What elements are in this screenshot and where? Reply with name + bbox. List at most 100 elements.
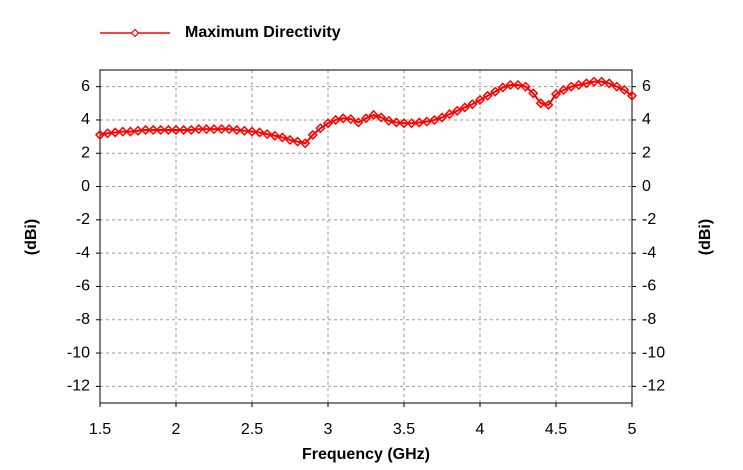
y-tick-label: -8 [76, 311, 90, 328]
data-point [604, 78, 615, 89]
data-point [201, 124, 212, 135]
data-point [178, 124, 189, 136]
data-point [444, 109, 455, 120]
data-point [94, 129, 106, 140]
y-tick-label: 2 [81, 144, 90, 161]
data-point [619, 84, 630, 96]
x-axis-label: Frequency (GHz) [302, 446, 430, 463]
plot-area [100, 70, 632, 403]
y-tick-label: 6 [81, 78, 90, 95]
data-point [216, 124, 227, 135]
data-point [170, 124, 182, 136]
x-tick-label: 4.5 [545, 421, 567, 438]
data-point [535, 98, 546, 109]
data-point [398, 118, 410, 129]
y-tick-label: -2 [76, 211, 90, 228]
data-point [490, 86, 501, 97]
x-tick-label: 5 [628, 421, 637, 438]
data-point [353, 117, 364, 128]
data-point [155, 124, 166, 136]
data-point [611, 81, 622, 92]
data-point [292, 136, 303, 147]
y2-tick-label: -6 [642, 278, 656, 295]
data-point [125, 126, 136, 137]
data-point [132, 125, 144, 136]
y2-tick-label: -10 [642, 344, 665, 361]
x-tick-label: 2 [172, 421, 181, 438]
data-point [148, 124, 159, 136]
y-tick-label: -10 [67, 344, 90, 361]
y-tick-label: 4 [81, 111, 90, 128]
data-point [368, 109, 379, 121]
data-point [246, 126, 258, 137]
data-point [436, 112, 448, 123]
data-point [505, 79, 516, 91]
data-point [566, 81, 577, 92]
data-point [376, 112, 387, 123]
x-tick-label: 2.5 [241, 421, 263, 438]
y2-tick-label: -12 [642, 378, 665, 395]
data-point [224, 124, 235, 135]
legend-label: Maximum Directivity [185, 24, 341, 41]
data-point [558, 84, 569, 96]
data-point [269, 130, 280, 141]
y-tick-label: 0 [81, 178, 90, 195]
x-tick-label: 3 [324, 421, 333, 438]
data-point [315, 123, 326, 134]
y2-tick-label: -2 [642, 211, 656, 228]
data-point [254, 127, 265, 138]
data-point [474, 94, 486, 106]
y2-tick-label: -8 [642, 311, 656, 328]
x-tick-label: 1.5 [89, 421, 111, 438]
data-point [208, 124, 220, 135]
data-point [186, 124, 197, 136]
data-point [360, 113, 372, 124]
data-point [459, 102, 470, 113]
x-tick-label: 3.5 [393, 421, 415, 438]
data-point [117, 126, 128, 137]
plot-border [99, 69, 633, 404]
data-point [467, 99, 478, 110]
data-point [338, 113, 349, 124]
data-point [163, 124, 174, 136]
data-point [102, 128, 113, 139]
data-point [452, 105, 463, 116]
data-point [193, 124, 204, 135]
data-point [421, 116, 432, 127]
data-point [330, 114, 341, 126]
data-point [277, 132, 288, 143]
data-point [300, 138, 311, 149]
data-point [482, 90, 493, 101]
data-point [307, 129, 318, 140]
legend-marker [130, 28, 140, 38]
data-point [322, 118, 334, 129]
y2-tick-label: 6 [642, 78, 651, 95]
data-point [110, 127, 121, 138]
y2-tick-label: 4 [642, 111, 651, 128]
y-tick-label: -6 [76, 278, 90, 295]
y-tick-label: -12 [67, 378, 90, 395]
data-point [391, 117, 402, 128]
data-point [345, 114, 356, 125]
data-point [520, 81, 531, 92]
y2-tick-label: -4 [642, 244, 656, 261]
data-point [573, 79, 584, 91]
data-point [512, 79, 524, 91]
data-point [262, 129, 273, 140]
data-point [626, 90, 638, 101]
data-point [429, 114, 440, 126]
data-point [528, 88, 539, 99]
data-point [383, 115, 394, 126]
data-point [414, 117, 425, 128]
x-tick-label: 4 [476, 421, 485, 438]
data-point [581, 78, 592, 89]
data-point [239, 125, 250, 136]
y2-tick-label: 2 [642, 144, 651, 161]
data-point [284, 134, 296, 145]
data-point [497, 82, 508, 93]
y-axis-label: (dBi) [23, 219, 40, 255]
data-point [596, 76, 607, 87]
y-tick-label: -4 [76, 244, 90, 261]
data-point [588, 76, 600, 87]
